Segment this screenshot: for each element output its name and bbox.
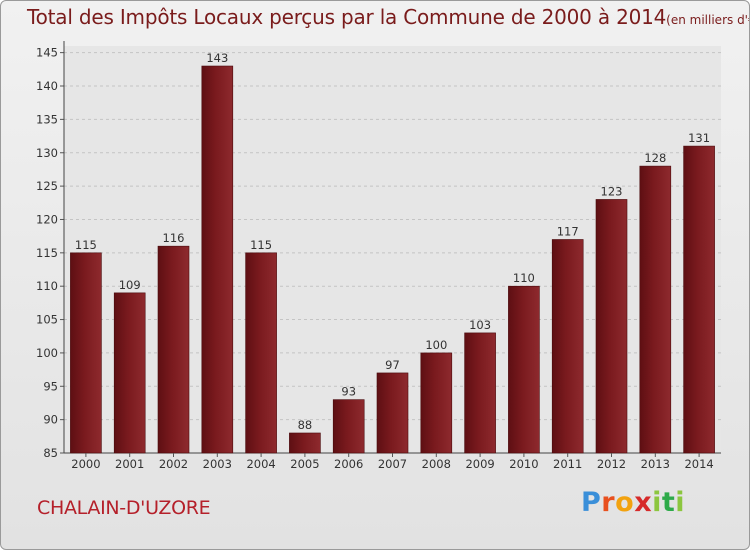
data-label: 109: [119, 278, 141, 292]
bar: [595, 199, 628, 454]
bar: [289, 432, 321, 454]
bar: [201, 65, 234, 454]
bar: [683, 145, 715, 454]
data-label: 123: [601, 184, 623, 198]
logo-letter: t: [661, 487, 676, 518]
logo-letter: P: [581, 487, 602, 518]
data-label: 88: [298, 418, 313, 432]
data-label: 115: [250, 238, 272, 252]
bar: [70, 252, 102, 454]
logo-letter: i: [675, 487, 686, 518]
data-label: 117: [557, 224, 579, 238]
x-tick-label: 2013: [641, 457, 670, 471]
proxiti-logo: Proxiti: [581, 487, 685, 518]
data-label: 110: [513, 271, 535, 285]
bar: [157, 245, 190, 454]
x-tick-label: 2001: [115, 457, 144, 471]
bar: [551, 239, 584, 454]
y-tick-label: 140: [36, 79, 58, 93]
y-tick-label: 125: [36, 179, 58, 193]
data-label: 115: [75, 238, 97, 252]
y-tick-label: 90: [43, 413, 58, 427]
chart-title-main: Total des Impôts Locaux perçus par la Co…: [27, 5, 667, 29]
data-label: 93: [341, 385, 356, 399]
bar: [113, 292, 146, 454]
y-tick-label: 145: [36, 46, 58, 60]
x-tick-label: 2004: [246, 457, 275, 471]
y-tick-label: 100: [36, 346, 58, 360]
x-tick-label: 2003: [203, 457, 232, 471]
y-tick-label: 110: [36, 279, 58, 293]
data-label: 128: [644, 151, 666, 165]
bar: [245, 252, 277, 454]
x-tick-label: 2010: [509, 457, 538, 471]
logo-letter: x: [634, 487, 653, 518]
data-label: 103: [469, 318, 491, 332]
commune-name: CHALAIN-D'UZORE: [37, 497, 211, 519]
data-label: 97: [385, 358, 400, 372]
logo-letter: i: [652, 487, 662, 518]
x-tick-label: 2005: [290, 457, 319, 471]
data-label: 131: [688, 131, 710, 145]
x-tick-label: 2009: [465, 457, 494, 471]
y-tick-label: 115: [36, 246, 58, 260]
x-tick-label: 2000: [71, 457, 100, 471]
y-tick-label: 105: [36, 313, 58, 327]
bar: [464, 332, 496, 454]
data-label: 143: [206, 51, 228, 65]
y-tick-label: 85: [43, 446, 58, 460]
y-tick-label: 95: [43, 379, 58, 393]
chart-title-unit: (en milliers d'€): [666, 13, 749, 27]
chart-title: Total des Impôts Locaux perçus par la Co…: [27, 5, 749, 29]
y-tick-label: 130: [36, 146, 58, 160]
bar: [376, 372, 409, 454]
x-tick-label: 2002: [159, 457, 188, 471]
x-tick-label: 2007: [378, 457, 407, 471]
logo-letter: o: [615, 487, 635, 518]
y-tick-label: 120: [36, 212, 58, 226]
y-tick-label: 135: [36, 112, 58, 126]
bar: [639, 165, 672, 454]
bar: [332, 399, 365, 454]
logo-letter: r: [601, 487, 616, 518]
bar: [508, 285, 540, 454]
x-tick-label: 2012: [597, 457, 626, 471]
x-tick-label: 2008: [422, 457, 451, 471]
x-tick-label: 2011: [553, 457, 582, 471]
x-tick-label: 2014: [684, 457, 713, 471]
x-tick-label: 2006: [334, 457, 363, 471]
data-label: 116: [163, 231, 185, 245]
data-label: 100: [425, 338, 447, 352]
bar: [420, 352, 453, 454]
